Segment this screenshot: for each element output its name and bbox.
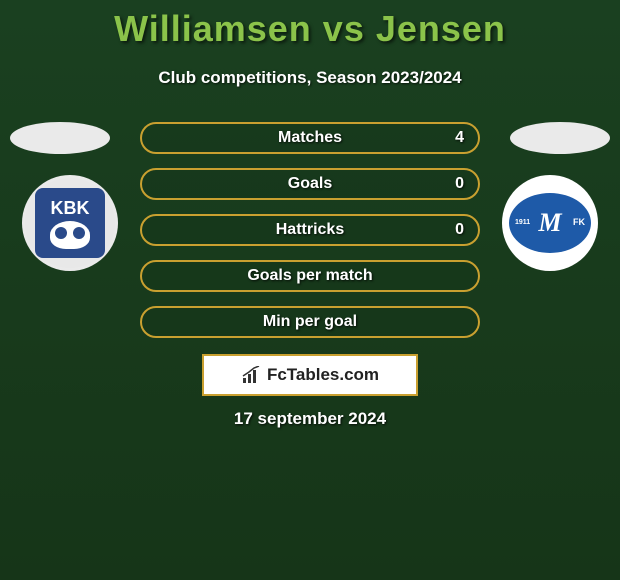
- molde-year: 1911: [515, 219, 530, 226]
- stat-row-min-per-goal: Min per goal: [140, 306, 480, 338]
- stat-value-right: 0: [455, 221, 464, 239]
- page-subtitle: Club competitions, Season 2023/2024: [0, 68, 620, 88]
- branding-text: FcTables.com: [267, 365, 379, 385]
- stat-row-hattricks: Hattricks 0: [140, 214, 480, 246]
- molde-logo: M FK 1911: [509, 193, 591, 253]
- stats-container: Matches 4 Goals 0 Hattricks 0 Goals per …: [140, 122, 480, 352]
- stat-label: Goals: [288, 175, 332, 193]
- stat-value-right: 0: [455, 175, 464, 193]
- stat-row-matches: Matches 4: [140, 122, 480, 154]
- stat-value-right: 4: [455, 129, 464, 147]
- club-badge-left: KBK: [22, 175, 118, 271]
- molde-m-icon: M: [538, 208, 561, 238]
- stat-label: Hattricks: [276, 221, 344, 239]
- stat-row-goals: Goals 0: [140, 168, 480, 200]
- stat-label: Min per goal: [263, 313, 357, 331]
- kbk-logo: KBK: [35, 188, 105, 258]
- page-title: Williamsen vs Jensen: [0, 0, 620, 50]
- stat-label: Matches: [278, 129, 342, 147]
- owl-icon: [50, 221, 90, 249]
- player-right-placeholder: [510, 122, 610, 154]
- stat-label: Goals per match: [247, 267, 372, 285]
- molde-fk: FK: [573, 217, 585, 227]
- club-badge-right: M FK 1911: [502, 175, 598, 271]
- footer-date: 17 september 2024: [0, 409, 620, 429]
- kbk-text: KBK: [51, 198, 90, 219]
- chart-icon: [241, 366, 263, 384]
- stat-row-goals-per-match: Goals per match: [140, 260, 480, 292]
- branding-box[interactable]: FcTables.com: [202, 354, 418, 396]
- player-left-placeholder: [10, 122, 110, 154]
- branding-logo: FcTables.com: [241, 365, 379, 385]
